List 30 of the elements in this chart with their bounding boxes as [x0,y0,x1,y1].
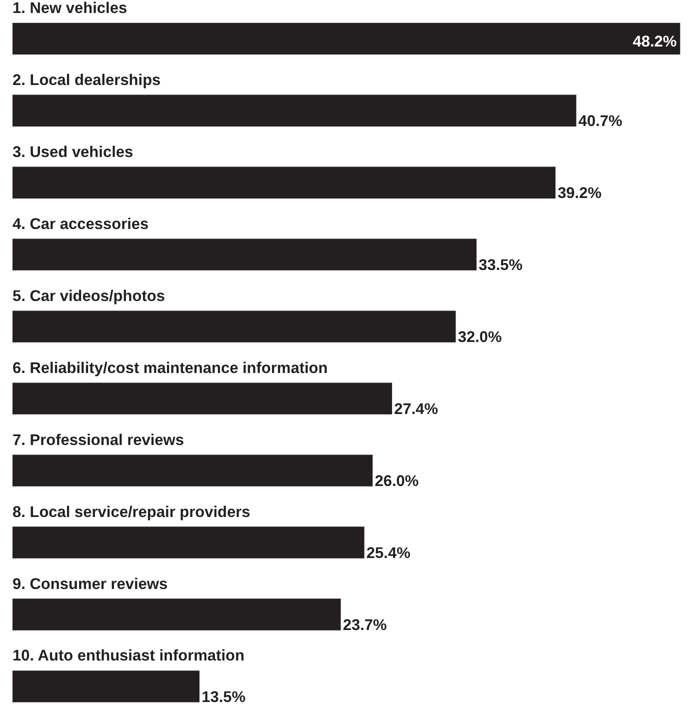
y-tick-label: 2. Local dealerships [12,72,161,89]
y-tick-label: 7. Professional reviews [12,432,184,449]
data-label: 32.0% [458,328,502,346]
data-label: 39.2% [558,184,602,202]
y-tick-label: 9. Consumer reviews [12,576,168,593]
y-tick-label: 4. Car accessories [12,216,149,233]
data-label: 13.5% [202,688,246,706]
y-tick-label: 8. Local service/repair providers [12,504,250,521]
bar [12,22,680,54]
bar [12,94,576,126]
bar [12,310,456,342]
bar [12,238,477,270]
y-tick-label: 10. Auto enthusiast information [12,648,244,665]
data-label: 23.7% [342,616,388,634]
y-tick-label: 6. Reliability/cost maintenance information [12,360,328,377]
bar [12,166,556,198]
data-label: 40.7% [578,112,623,130]
bar [12,598,341,630]
data-label: 25.4% [366,544,411,562]
data-label: 27.4% [394,400,438,418]
y-tick-label: 3. Used vehicles [12,144,134,161]
bar [12,382,392,414]
y-tick-label: 5. Car videos/photos [12,288,165,305]
data-label: 48.2% [632,34,677,51]
bar [12,454,373,486]
data-label: 26.0% [374,472,419,490]
bar [12,670,200,702]
y-tick-label: 1. New vehicles [12,0,128,17]
data-label: 33.5% [478,256,523,274]
bar [12,526,364,558]
